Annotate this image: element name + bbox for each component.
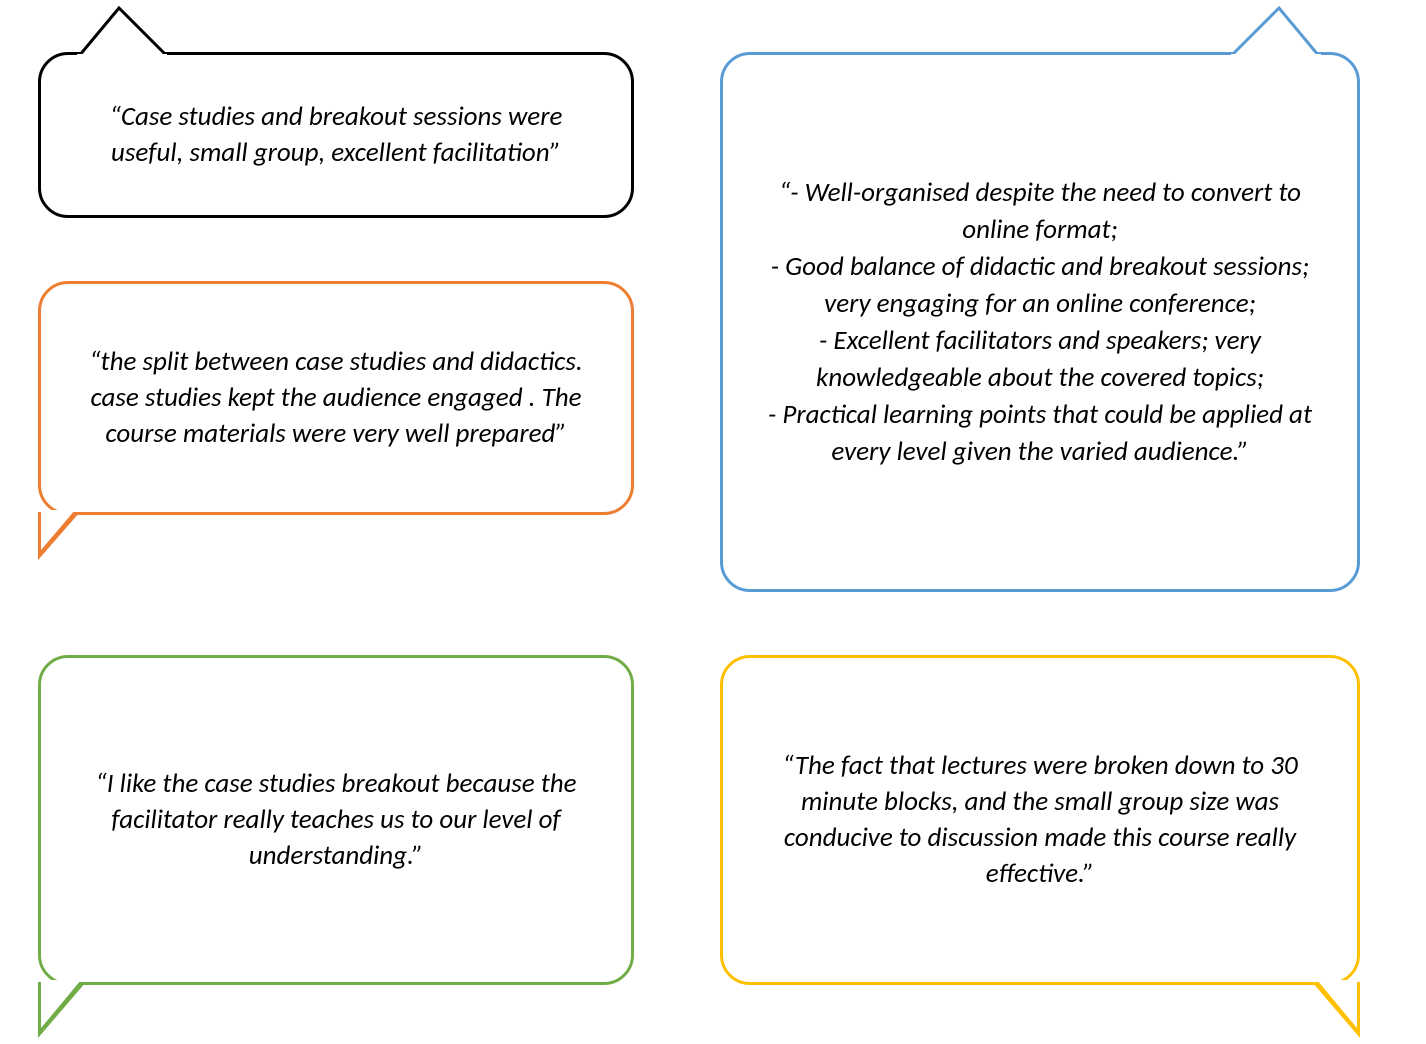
quote-text: “Case studies and breakout sessions were…: [71, 99, 601, 171]
quote-text: “- Well-organised despite the need to co…: [760, 174, 1320, 470]
infographic-canvas: “Case studies and breakout sessions were…: [0, 0, 1426, 1044]
quote-text: “I like the case studies breakout becaus…: [66, 766, 606, 874]
quote-text: “the split between case studies and dida…: [76, 344, 596, 452]
speech-bubble-green: “I like the case studies breakout becaus…: [38, 655, 634, 985]
speech-bubble-orange: “the split between case studies and dida…: [38, 281, 634, 515]
speech-bubble-black: “Case studies and breakout sessions were…: [38, 52, 634, 218]
speech-bubble-yellow: “The fact that lectures were broken down…: [720, 655, 1360, 985]
quote-text: “The fact that lectures were broken down…: [760, 748, 1320, 892]
speech-bubble-blue: “- Well-organised despite the need to co…: [720, 52, 1360, 592]
